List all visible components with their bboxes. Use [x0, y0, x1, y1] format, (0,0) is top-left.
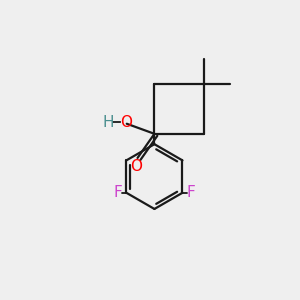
- Text: F: F: [187, 185, 196, 200]
- Text: O: O: [130, 159, 142, 174]
- Text: F: F: [113, 185, 122, 200]
- Text: H: H: [103, 115, 114, 130]
- Text: O: O: [120, 115, 132, 130]
